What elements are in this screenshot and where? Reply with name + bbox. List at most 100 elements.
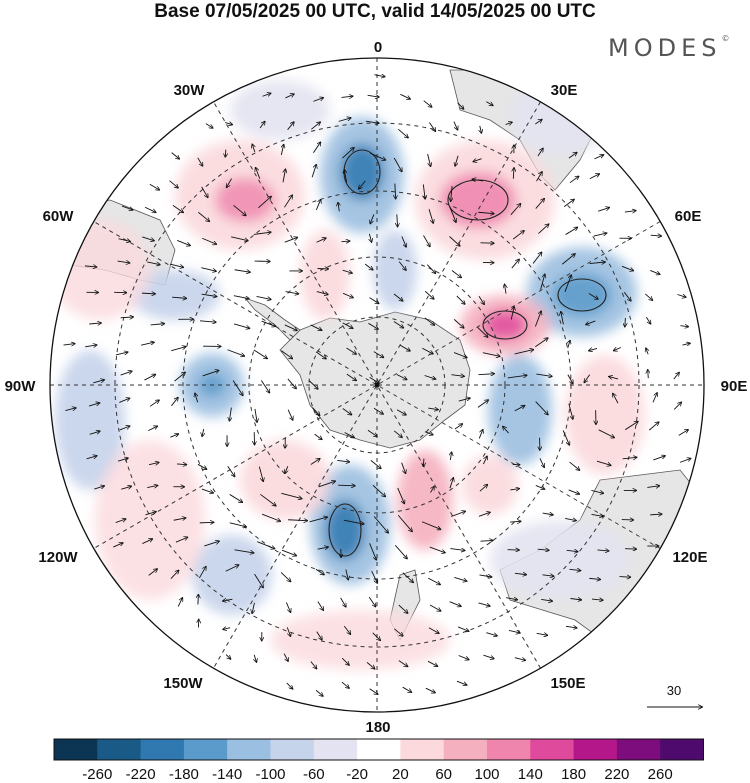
wind-vector	[397, 214, 398, 226]
wind-vector	[395, 183, 396, 199]
wind-vector	[510, 521, 521, 522]
wind-vector	[341, 657, 349, 665]
wind-vector	[532, 252, 541, 264]
wind-vector	[536, 373, 552, 376]
modes-logo: MODES©	[608, 34, 729, 62]
wind-vector	[458, 655, 469, 659]
wind-vector	[148, 426, 157, 432]
wind-vector	[569, 569, 580, 570]
wind-vector	[482, 352, 500, 357]
anomaly-shading	[50, 75, 645, 670]
wind-vector	[65, 408, 75, 411]
wind-vector	[367, 429, 377, 436]
colorbar-swatch	[616, 739, 661, 760]
wind-vector	[456, 295, 465, 304]
wind-vector	[316, 238, 326, 243]
wind-vector	[115, 519, 126, 524]
positive-anomaly-60w	[50, 220, 150, 320]
colorbar-frame	[53, 738, 704, 761]
wind-vector	[613, 393, 619, 404]
wind-vector	[569, 176, 579, 184]
wind-vector	[539, 458, 544, 467]
wind-vector	[505, 122, 512, 124]
wind-vector	[457, 626, 469, 631]
wind-vector	[449, 478, 453, 489]
wind-vector	[428, 408, 438, 410]
colorbar-tick-label: -220	[126, 766, 156, 783]
map-disk	[50, 58, 704, 712]
latitude-circle-2	[248, 256, 506, 514]
negative-anomaly-30w	[230, 80, 330, 140]
wind-vector	[453, 121, 458, 130]
wind-vector	[535, 119, 542, 125]
wind-vector	[260, 493, 275, 506]
wind-vector	[366, 662, 375, 668]
wind-vector	[535, 485, 545, 489]
negative-anomaly-90e	[488, 355, 552, 465]
wind-vector	[344, 170, 346, 183]
wind-vector	[563, 199, 574, 207]
wind-vector	[262, 93, 271, 96]
wind-vector	[121, 486, 131, 490]
wind-vector	[252, 602, 254, 614]
wind-vector	[647, 486, 659, 488]
colorbar-tick-label: -20	[346, 766, 368, 783]
wind-vector	[281, 350, 292, 359]
wind-vector	[315, 351, 326, 359]
wind-vector	[141, 293, 155, 294]
wind-vector	[253, 349, 267, 359]
wind-vector	[372, 632, 380, 641]
wind-vector	[402, 686, 412, 692]
wind-vector	[568, 489, 580, 494]
wind-vector	[507, 375, 527, 379]
lon-label-120e: 120E	[672, 549, 707, 566]
wind-vector	[456, 680, 467, 685]
contour-180-low	[328, 503, 362, 557]
wind-vector	[225, 123, 232, 125]
wind-vector	[280, 572, 291, 581]
map-boundary	[49, 57, 705, 713]
wind-vector	[234, 269, 250, 272]
wind-vector	[225, 654, 231, 659]
wind-vector	[253, 232, 271, 234]
wind-vector	[369, 233, 371, 242]
wind-vector	[568, 403, 573, 419]
wind-vector	[309, 380, 317, 389]
wind-vector	[170, 434, 178, 438]
wind-vector	[625, 317, 626, 327]
wind-vector	[317, 547, 328, 549]
positive-anomaly-africa-core	[440, 172, 516, 228]
wind-vector	[147, 261, 160, 265]
wind-vector	[619, 577, 630, 578]
wind-vector	[450, 549, 464, 551]
wind-vector	[584, 374, 591, 383]
wind-vector	[589, 578, 600, 579]
wind-vector	[591, 514, 602, 516]
wind-vector	[199, 522, 214, 523]
wind-vector	[318, 481, 335, 488]
negative-anomaly-130w	[192, 535, 272, 615]
wind-vector	[287, 409, 293, 420]
wind-vector	[513, 168, 514, 179]
wind-vector	[430, 487, 435, 493]
wind-vector	[594, 155, 603, 160]
wind-vector	[486, 632, 497, 636]
wind-vector	[119, 426, 130, 431]
wind-vector	[311, 165, 316, 178]
wind-vector	[372, 484, 385, 496]
wind-vector	[421, 521, 441, 530]
wind-vector	[346, 569, 348, 579]
wind-vector	[231, 236, 248, 241]
wind-vectors	[63, 75, 691, 696]
colorbar-swatch	[140, 739, 185, 760]
wind-vector	[281, 145, 283, 156]
wind-vector	[370, 214, 375, 223]
wind-vector	[428, 208, 433, 223]
positive-anomaly-west-atlantic-core	[215, 178, 275, 222]
wind-vector	[148, 569, 158, 576]
colorbar-tick-label: -60	[303, 766, 325, 783]
wind-vector	[256, 295, 271, 299]
colorbar-tick-label: 20	[392, 766, 409, 783]
colorbar-tick-label: -260	[82, 766, 112, 783]
wind-vector	[476, 326, 488, 337]
